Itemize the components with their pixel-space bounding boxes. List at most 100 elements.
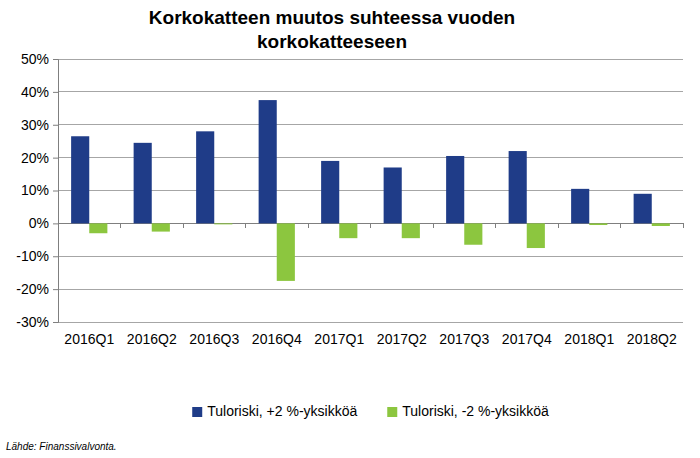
x-tick-label: 2017Q3 bbox=[439, 331, 489, 347]
bar bbox=[134, 143, 152, 224]
y-tick-mark bbox=[53, 223, 58, 224]
title-group: Korkokatteen muutos suhteessa vuoden kork… bbox=[149, 7, 515, 52]
bar bbox=[384, 167, 402, 223]
category-tick bbox=[558, 223, 559, 228]
y-tick-mark bbox=[53, 256, 58, 257]
bar bbox=[402, 223, 420, 238]
bar bbox=[464, 223, 482, 244]
title: Korkokatteen muutos suhteessa vuoden bbox=[149, 7, 515, 28]
x-axis-line bbox=[59, 322, 684, 323]
y-tick: 40% bbox=[21, 84, 58, 100]
y-tick-label: -30% bbox=[16, 314, 49, 330]
y-tick: 50% bbox=[21, 51, 58, 67]
bar bbox=[152, 223, 170, 231]
x-tick: 2016Q1 bbox=[64, 322, 114, 347]
legend-swatch bbox=[387, 407, 397, 417]
grid-line bbox=[58, 322, 683, 323]
x-tick-label: 2018Q1 bbox=[564, 331, 614, 347]
bar bbox=[527, 223, 545, 248]
y-tick-label: 10% bbox=[21, 182, 49, 198]
bar bbox=[277, 223, 295, 281]
y-tick: -30% bbox=[16, 314, 58, 330]
x-tick-label: 2016Q1 bbox=[64, 331, 114, 347]
y-axis-line bbox=[53, 60, 59, 323]
bars bbox=[71, 100, 670, 281]
bar bbox=[259, 100, 277, 223]
category-tick bbox=[620, 223, 621, 228]
category-tick bbox=[245, 223, 246, 228]
bar bbox=[214, 223, 232, 225]
y-tick-mark bbox=[53, 59, 58, 60]
grid-line bbox=[58, 256, 683, 257]
category-tick bbox=[308, 223, 309, 228]
x-tick: 2016Q3 bbox=[189, 322, 239, 347]
category-tick bbox=[495, 223, 496, 228]
x-tick-label: 2017Q2 bbox=[377, 331, 427, 347]
x-axis: 2016Q1 2016Q2 2016Q3 2016Q4 2017Q1 2017Q2 2017… bbox=[59, 322, 684, 347]
bar bbox=[509, 151, 527, 223]
x-tick: 2017Q3 bbox=[439, 322, 489, 347]
grid-line bbox=[58, 124, 683, 125]
x-tick-label: 2017Q4 bbox=[502, 331, 552, 347]
y-tick-mark bbox=[53, 289, 58, 290]
bar bbox=[339, 223, 357, 238]
bar bbox=[571, 189, 589, 224]
grid-line bbox=[58, 91, 683, 92]
x-tick: 2018Q2 bbox=[627, 322, 677, 347]
y-tick-label: 30% bbox=[21, 117, 49, 133]
x-tick-label: 2016Q2 bbox=[127, 331, 177, 347]
grid-line bbox=[58, 289, 683, 290]
category-tick bbox=[433, 223, 434, 228]
y-tick-mark bbox=[53, 158, 58, 159]
legend-label: Tuloriski, +2 %-yksikköä bbox=[207, 403, 357, 419]
x-tick-label: 2016Q3 bbox=[189, 331, 239, 347]
x-tick-label: 2017Q1 bbox=[314, 331, 364, 347]
y-tick-label: 40% bbox=[21, 84, 49, 100]
y-tick: -20% bbox=[16, 281, 58, 297]
bar bbox=[589, 223, 607, 225]
y-tick-mark bbox=[53, 191, 58, 192]
x-tick: 2017Q2 bbox=[377, 322, 427, 347]
legend-entry: Tuloriski, -2 %-yksikköä bbox=[387, 403, 549, 419]
y-tick: 30% bbox=[21, 117, 58, 133]
x-tick: 2016Q2 bbox=[127, 322, 177, 347]
x-tick-label: 2018Q2 bbox=[627, 331, 677, 347]
y-tick-label: -10% bbox=[16, 248, 49, 264]
y-tick-label: 0% bbox=[29, 215, 49, 231]
y-tick-mark bbox=[53, 322, 58, 323]
category-tick bbox=[58, 223, 59, 228]
chart: Korkokatteen muutos suhteessa vuoden kork… bbox=[0, 0, 700, 458]
y-tick-label: -20% bbox=[16, 281, 49, 297]
category-tick bbox=[183, 223, 184, 228]
category-tick bbox=[683, 223, 684, 228]
x-tick: 2017Q1 bbox=[314, 322, 364, 347]
y-tick: 0% bbox=[29, 215, 58, 231]
y-axis: -30% -20% -10% 0% 10% 20% 30% 40% 50% bbox=[16, 51, 58, 330]
bar bbox=[71, 136, 89, 223]
y-tick-mark bbox=[53, 92, 58, 93]
bar bbox=[634, 194, 652, 224]
source: Lähde: Finanssivalvonta. bbox=[6, 441, 117, 452]
category-tick bbox=[120, 223, 121, 228]
grid-line bbox=[58, 59, 683, 60]
x-tick-label: 2016Q4 bbox=[252, 331, 302, 347]
y-tick: 20% bbox=[21, 150, 58, 166]
legend-swatch bbox=[192, 407, 202, 417]
x-tick: 2016Q4 bbox=[252, 322, 302, 347]
bar bbox=[652, 223, 670, 226]
y-tick: 10% bbox=[21, 182, 58, 198]
title: korkokatteeseen bbox=[257, 31, 407, 52]
y-tick-label: 50% bbox=[21, 51, 49, 67]
legend-label: Tuloriski, -2 %-yksikköä bbox=[402, 403, 549, 419]
grid bbox=[58, 59, 683, 322]
bar bbox=[196, 131, 214, 223]
bar bbox=[89, 223, 107, 233]
y-tick-label: 20% bbox=[21, 150, 49, 166]
bar bbox=[321, 161, 339, 223]
legend: Tuloriski, +2 %-yksikköä Tuloriski, -2 %-… bbox=[192, 403, 549, 419]
x-tick: 2017Q4 bbox=[502, 322, 552, 347]
category-tick bbox=[370, 223, 371, 228]
y-tick-mark bbox=[53, 125, 58, 126]
y-tick: -10% bbox=[16, 248, 58, 264]
x-tick: 2018Q1 bbox=[564, 322, 614, 347]
